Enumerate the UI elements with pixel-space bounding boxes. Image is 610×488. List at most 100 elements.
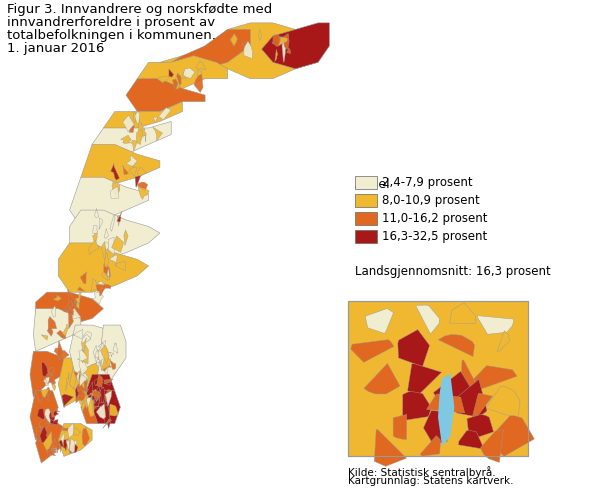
- Polygon shape: [111, 186, 119, 198]
- Polygon shape: [70, 177, 149, 226]
- Polygon shape: [129, 167, 137, 176]
- Polygon shape: [47, 328, 53, 336]
- Polygon shape: [282, 34, 289, 50]
- Polygon shape: [84, 369, 87, 383]
- Polygon shape: [486, 386, 520, 419]
- Polygon shape: [117, 215, 121, 226]
- Polygon shape: [137, 56, 228, 95]
- Polygon shape: [136, 129, 143, 144]
- Polygon shape: [87, 374, 115, 407]
- Polygon shape: [81, 334, 91, 343]
- Polygon shape: [100, 361, 104, 367]
- Polygon shape: [58, 358, 92, 407]
- Polygon shape: [70, 210, 160, 259]
- Polygon shape: [94, 377, 101, 386]
- Polygon shape: [244, 41, 253, 59]
- Polygon shape: [91, 278, 99, 292]
- Polygon shape: [66, 372, 69, 391]
- Polygon shape: [398, 329, 429, 366]
- Polygon shape: [99, 402, 107, 420]
- Polygon shape: [81, 391, 104, 424]
- Polygon shape: [62, 325, 68, 336]
- Polygon shape: [415, 305, 439, 334]
- Polygon shape: [157, 77, 170, 83]
- Polygon shape: [84, 331, 92, 341]
- Polygon shape: [472, 393, 493, 421]
- Polygon shape: [43, 391, 49, 401]
- Text: 2,4-7,9 prosent: 2,4-7,9 prosent: [382, 176, 473, 189]
- Polygon shape: [98, 351, 105, 360]
- Polygon shape: [70, 358, 104, 397]
- Polygon shape: [152, 127, 162, 141]
- Polygon shape: [43, 378, 48, 386]
- Polygon shape: [81, 392, 87, 401]
- Polygon shape: [109, 255, 118, 266]
- Polygon shape: [99, 349, 104, 360]
- Polygon shape: [77, 348, 88, 361]
- Text: 8,0-10,9 prosent: 8,0-10,9 prosent: [382, 194, 479, 207]
- Polygon shape: [46, 377, 49, 385]
- Polygon shape: [159, 108, 171, 120]
- Polygon shape: [282, 41, 285, 62]
- Polygon shape: [35, 424, 70, 463]
- Polygon shape: [95, 208, 99, 218]
- Polygon shape: [70, 438, 75, 453]
- Polygon shape: [194, 74, 203, 92]
- Polygon shape: [101, 354, 110, 370]
- Polygon shape: [88, 240, 99, 255]
- Polygon shape: [53, 295, 62, 301]
- Text: Andel: Andel: [355, 178, 390, 191]
- Text: totalbefolkningen i kommunen.: totalbefolkningen i kommunen.: [7, 29, 216, 42]
- Polygon shape: [121, 135, 131, 143]
- Text: 11,0-16,2 prosent: 11,0-16,2 prosent: [382, 212, 487, 225]
- Bar: [355, 212, 377, 225]
- Polygon shape: [84, 377, 88, 392]
- Polygon shape: [36, 427, 41, 441]
- Polygon shape: [76, 370, 79, 383]
- Polygon shape: [30, 391, 58, 440]
- Polygon shape: [70, 325, 115, 374]
- Polygon shape: [45, 408, 51, 423]
- Polygon shape: [102, 353, 109, 375]
- Polygon shape: [81, 368, 88, 382]
- Polygon shape: [135, 112, 140, 123]
- Polygon shape: [126, 79, 205, 112]
- Polygon shape: [74, 371, 83, 381]
- Polygon shape: [75, 296, 80, 305]
- Polygon shape: [135, 174, 142, 187]
- Polygon shape: [50, 438, 57, 454]
- Polygon shape: [116, 261, 126, 271]
- Polygon shape: [81, 387, 93, 408]
- Polygon shape: [39, 418, 48, 433]
- Polygon shape: [57, 350, 69, 359]
- Polygon shape: [59, 445, 62, 452]
- Polygon shape: [40, 427, 48, 443]
- Polygon shape: [98, 340, 106, 348]
- Text: innvandrerforeldre i prosent av: innvandrerforeldre i prosent av: [7, 16, 215, 29]
- Polygon shape: [438, 374, 454, 447]
- Polygon shape: [93, 346, 101, 363]
- Polygon shape: [77, 383, 85, 393]
- Polygon shape: [481, 430, 503, 463]
- Polygon shape: [93, 228, 97, 244]
- Polygon shape: [63, 305, 70, 312]
- Polygon shape: [54, 348, 62, 355]
- Polygon shape: [365, 308, 393, 333]
- Polygon shape: [110, 360, 116, 369]
- Polygon shape: [153, 117, 157, 122]
- Polygon shape: [82, 338, 87, 352]
- Polygon shape: [81, 144, 160, 194]
- Polygon shape: [99, 379, 110, 384]
- Polygon shape: [138, 119, 146, 142]
- Polygon shape: [230, 34, 237, 46]
- Polygon shape: [160, 23, 329, 79]
- Polygon shape: [101, 345, 109, 364]
- Polygon shape: [351, 340, 394, 363]
- Polygon shape: [81, 272, 87, 284]
- Polygon shape: [41, 335, 48, 340]
- Polygon shape: [259, 29, 262, 41]
- Polygon shape: [48, 316, 57, 331]
- Polygon shape: [80, 371, 84, 381]
- Polygon shape: [76, 393, 82, 403]
- Polygon shape: [82, 427, 90, 446]
